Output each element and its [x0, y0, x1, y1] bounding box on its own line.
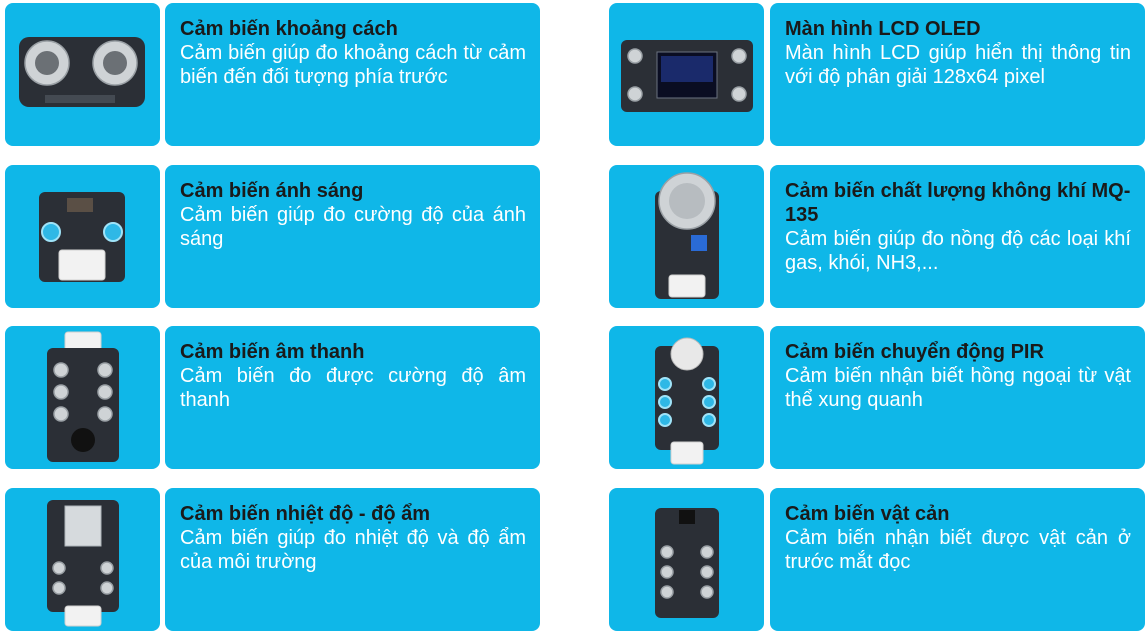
light-sensor-image — [39, 192, 125, 282]
item-title: Cảm biến ánh sáng — [180, 180, 364, 202]
item-description: Cảm biến nhận biết hồng ngoại từ vật thể… — [785, 365, 1131, 411]
item-description: Cảm biến giúp đo cường độ của ánh sáng — [180, 204, 526, 250]
thumb-oled — [609, 3, 764, 146]
temperature-humidity-sensor-image — [47, 500, 119, 627]
item-title: Cảm biến chất lượng không khí MQ-135 — [785, 180, 1131, 226]
item-title: Cảm biến khoảng cách — [180, 18, 398, 40]
card-obstacle: Cảm biến vật cản Cảm biến nhận biết được… — [770, 488, 1145, 631]
pir-sensor-image — [655, 337, 719, 465]
item-title: Cảm biến nhiệt độ - độ ẩm — [180, 503, 431, 525]
thumb-ultrasonic — [5, 3, 160, 146]
item-title: Cảm biến vật cản — [785, 503, 950, 525]
item-description: Cảm biến đo được cường độ âm thanh — [180, 365, 526, 411]
item-description: Màn hình LCD giúp hiển thị thông tin với… — [785, 42, 1131, 88]
item-description: Cảm biến giúp đo nồng độ các loại khí ga… — [785, 228, 1131, 274]
card-air-quality: Cảm biến chất lượng không khí MQ-135 Cảm… — [770, 165, 1145, 308]
item-title: Màn hình LCD OLED — [785, 18, 981, 40]
card-light: Cảm biến ánh sáng Cảm biến giúp đo cường… — [165, 165, 540, 308]
thumb-obstacle — [609, 488, 764, 631]
item-title: Cảm biến chuyển động PIR — [785, 341, 1044, 363]
sound-sensor-image — [47, 331, 119, 462]
obstacle-sensor-image — [655, 508, 719, 618]
thumb-air-quality — [609, 165, 764, 308]
ultrasonic-sensor-image — [19, 37, 145, 107]
thumb-sound — [5, 326, 160, 469]
item-description: Cảm biến nhận biết được vật cản ở trước … — [785, 527, 1131, 573]
oled-display-image — [621, 40, 753, 112]
card-sound: Cảm biến âm thanh Cảm biến đo được cường… — [165, 326, 540, 469]
item-description: Cảm biến giúp đo nhiệt độ và độ ẩm của m… — [180, 527, 526, 573]
card-pir: Cảm biến chuyển động PIR Cảm biến nhận b… — [770, 326, 1145, 469]
card-temp-humidity: Cảm biến nhiệt độ - độ ẩm Cảm biến giúp … — [165, 488, 540, 631]
air-quality-sensor-image — [655, 172, 719, 299]
card-ultrasonic: Cảm biến khoảng cách Cảm biến giúp đo kh… — [165, 3, 540, 146]
thumb-pir — [609, 326, 764, 469]
thumb-light — [5, 165, 160, 308]
card-oled: Màn hình LCD OLED Màn hình LCD giúp hiển… — [770, 3, 1145, 146]
item-description: Cảm biến giúp đo khoảng cách từ cảm biến… — [180, 42, 526, 88]
thumb-temp-humidity — [5, 488, 160, 631]
item-title: Cảm biến âm thanh — [180, 341, 365, 363]
